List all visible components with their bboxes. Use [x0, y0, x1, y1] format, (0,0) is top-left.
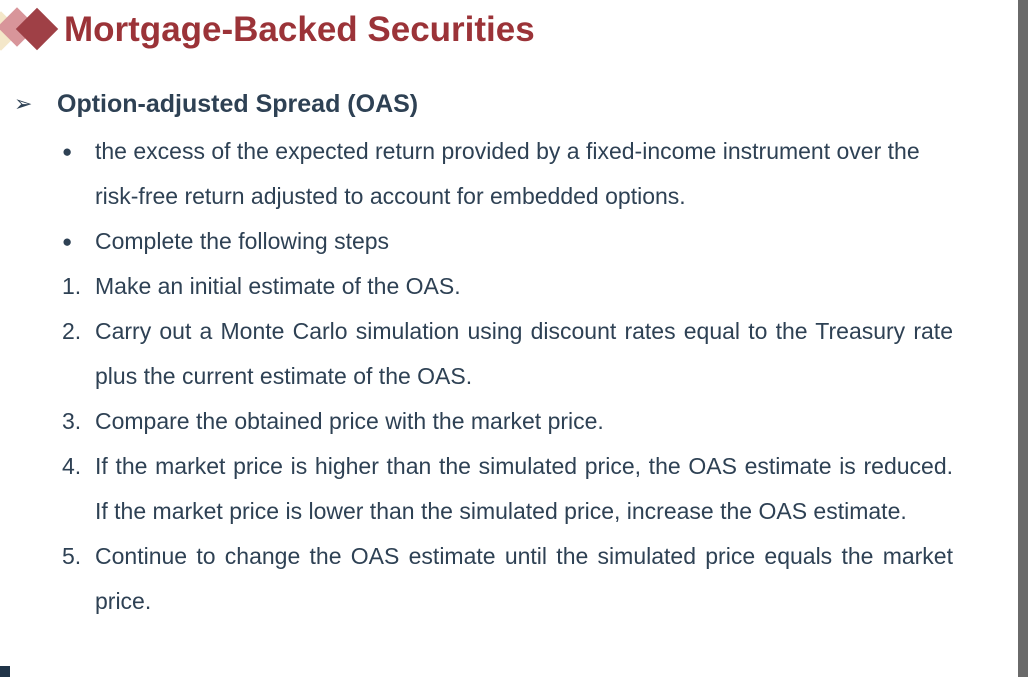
bullet-dot-icon: ●	[62, 232, 73, 251]
list-item-text: Compare the obtained price with the mark…	[95, 408, 604, 434]
list-number: 4.	[62, 453, 82, 479]
list-item: 5. Continue to change the OAS estimate u…	[0, 534, 1010, 624]
page-edge-bar	[1018, 0, 1028, 677]
list-item-text: Carry out a Monte Carlo simulation using…	[95, 318, 953, 389]
list-number: 1.	[62, 273, 82, 299]
list-item-text: Complete the following steps	[95, 228, 390, 254]
list-number: 2.	[62, 318, 82, 344]
list-number: 5.	[62, 543, 82, 569]
list-item: 4. If the market price is higher than th…	[0, 444, 1010, 534]
list-item-text: If the market price is higher than the s…	[95, 453, 953, 524]
corner-mark	[0, 666, 10, 677]
subheading: Option-adjusted Spread (OAS)	[57, 90, 419, 118]
list-item: 3. Compare the obtained price with the m…	[0, 399, 1010, 444]
list-item: ● the excess of the expected return prov…	[0, 129, 1010, 219]
list-item-text: the excess of the expected return provid…	[95, 138, 920, 209]
list-item: 1. Make an initial estimate of the OAS.	[0, 264, 1010, 309]
page-title: Mortgage-Backed Securities	[64, 10, 535, 49]
subheading-row: ➢ Option-adjusted Spread (OAS)	[14, 88, 418, 120]
body-list: ● the excess of the expected return prov…	[0, 129, 1010, 624]
list-item-text: Continue to change the OAS estimate unti…	[95, 543, 953, 614]
arrowhead-bullet-icon: ➢	[14, 91, 33, 116]
list-number: 3.	[62, 408, 82, 434]
list-item: ● Complete the following steps	[0, 219, 1010, 264]
list-item: 2. Carry out a Monte Carlo simulation us…	[0, 309, 1010, 399]
list-item-text: Make an initial estimate of the OAS.	[95, 273, 461, 299]
bullet-dot-icon: ●	[62, 142, 73, 161]
